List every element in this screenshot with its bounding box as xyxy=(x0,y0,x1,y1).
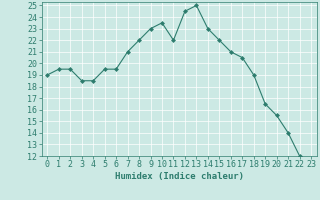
X-axis label: Humidex (Indice chaleur): Humidex (Indice chaleur) xyxy=(115,172,244,181)
